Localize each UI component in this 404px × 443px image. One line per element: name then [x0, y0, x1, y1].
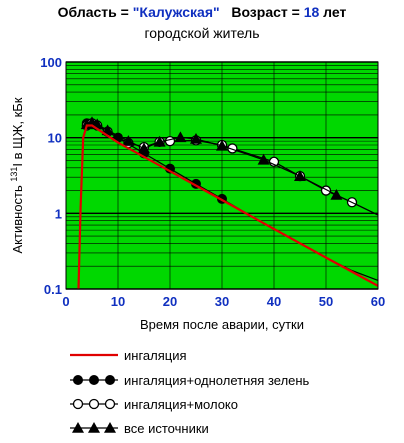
y-tick-labels: 0.1 1 10 100 [40, 55, 62, 297]
marker-filled-circle [165, 163, 175, 174]
marker-open-circle [88, 398, 100, 410]
marker-filled-triangle [330, 188, 343, 200]
marker-filled-triangle [190, 133, 202, 144]
legend-label: ингаляция+однолетняя зелень [124, 373, 310, 388]
x-axis-label: Время после аварии, сутки [140, 317, 304, 332]
x-tick-label: 0 [62, 294, 69, 309]
marker-filled-triangle [257, 153, 270, 165]
series-0 [77, 124, 379, 290]
y-tick-label: 10 [48, 131, 62, 146]
x-tick-labels: 0 10 20 30 40 50 60 [62, 294, 385, 309]
y-axis-label-suffix: I в ЩЖ, кБк [10, 97, 25, 166]
marker-filled-triangle [88, 422, 100, 433]
x-tick-label: 30 [215, 294, 229, 309]
y-tick-label: 1 [55, 206, 62, 221]
marker-filled-circle [105, 375, 115, 385]
region-label: Область = [57, 4, 133, 20]
x-tick-label: 60 [371, 294, 385, 309]
marker-filled-circle [89, 375, 99, 385]
age-label: Возраст = [231, 4, 304, 20]
y-axis-label-sup: 131 [9, 167, 19, 182]
legend-item: ингаляция+молоко [70, 397, 238, 412]
legend-item: ингаляция+однолетняя зелень [70, 373, 310, 388]
legend-label: все источники [124, 421, 209, 436]
chart-subtitle: городской житель [144, 25, 260, 41]
x-tick-label: 10 [111, 294, 125, 309]
marker-open-circle [227, 143, 238, 154]
marker-filled-circle [73, 375, 83, 385]
y-axis-label-prefix: Активность [10, 182, 25, 254]
chart-header: Область = "Калужская" Возраст = 18 лет [0, 4, 404, 20]
y-axis-label: Активность 131I в ЩЖ, кБк [9, 97, 25, 253]
marker-open-circle [104, 398, 116, 410]
marker-filled-triangle [153, 135, 166, 147]
age-value: 18 [303, 4, 320, 20]
marker-open-circle [164, 135, 176, 147]
marker-filled-triangle [72, 422, 84, 433]
marker-filled-triangle [101, 124, 114, 136]
age-unit: лет [319, 4, 347, 20]
x-tick-label: 50 [319, 294, 333, 309]
legend-item: ингаляция [70, 348, 187, 363]
legend-label: ингаляция [124, 348, 187, 363]
marker-filled-triangle [122, 135, 135, 146]
marker-filled-triangle [174, 131, 187, 143]
marker-filled-triangle [294, 170, 306, 181]
x-tick-label: 40 [267, 294, 281, 309]
legend: ингаляция ингаляция+однолетняя зелень инга… [70, 348, 310, 436]
y-tick-label: 100 [40, 55, 62, 70]
y-tick-label: 0.1 [44, 282, 62, 297]
legend-item: все источники [70, 421, 209, 436]
x-tick-label: 20 [163, 294, 177, 309]
region-value: "Калужская" [132, 4, 220, 20]
series-layer [77, 116, 379, 290]
marker-filled-triangle [216, 139, 228, 151]
marker-filled-triangle [104, 422, 116, 433]
plot-frame [65, 61, 379, 290]
series-line [77, 124, 379, 290]
legend-label: ингаляция+молоко [124, 397, 238, 412]
marker-open-circle [72, 398, 84, 410]
marker-filled-triangle [138, 142, 150, 154]
